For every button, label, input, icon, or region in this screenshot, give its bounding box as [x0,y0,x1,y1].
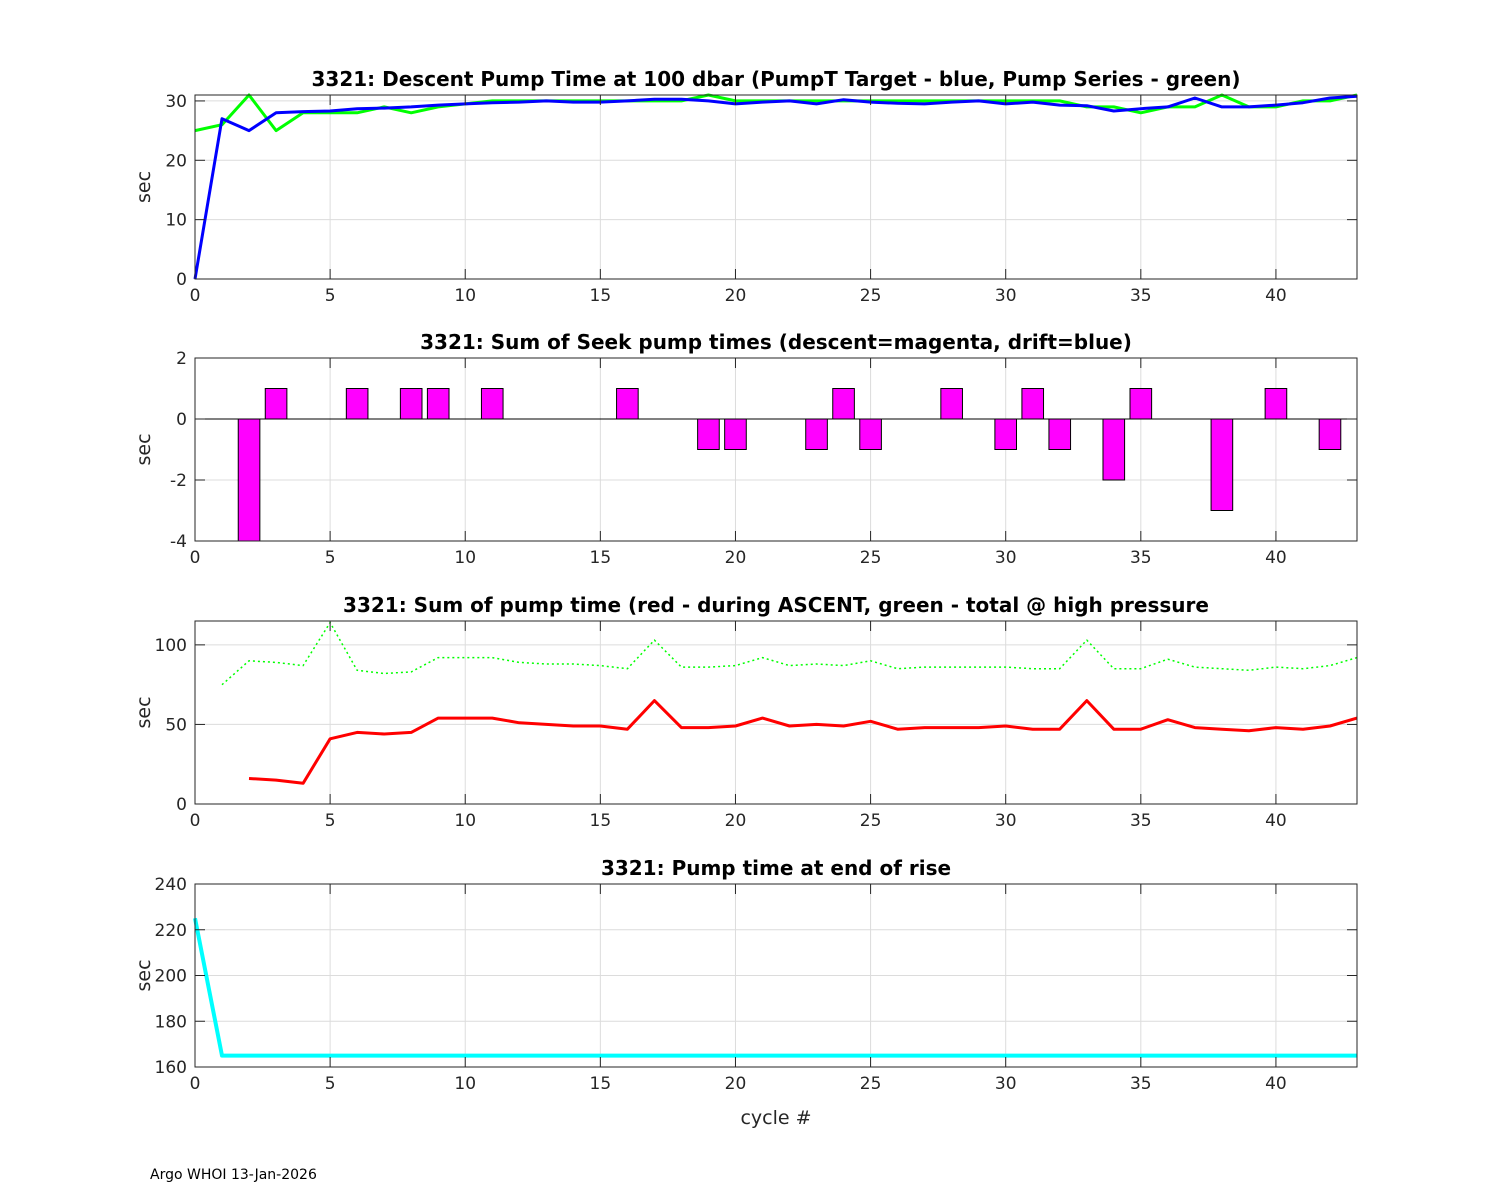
y-tick-label: 240 [155,875,187,895]
bar [724,418,747,450]
subplot-title: 3321: Sum of pump time (red - during ASC… [343,593,1209,617]
x-tick-label: 30 [995,811,1017,831]
x-tick-label: 35 [1130,548,1152,568]
bar [1129,388,1153,420]
x-tick-label: 30 [995,1074,1017,1094]
y-axis-label: sec [133,433,155,465]
x-tick-label: 30 [995,548,1017,568]
x-tick-label: 15 [590,548,612,568]
x-tick-label: 40 [1265,286,1287,306]
x-axis-label: cycle # [740,1107,811,1129]
x-tick-label: 5 [325,548,336,568]
subplot-title: 3321: Sum of Seek pump times (descent=ma… [420,330,1132,354]
x-tick-label: 30 [995,286,1017,306]
bar [832,388,855,420]
y-tick-label: 220 [155,921,187,941]
x-tick-label: 40 [1265,811,1287,831]
x-tick-label: 10 [454,548,476,568]
x-tick-label: 5 [325,286,336,306]
x-tick-label: 35 [1130,811,1152,831]
x-tick-label: 0 [190,548,201,568]
bar [940,388,963,420]
y-tick-label: -2 [170,471,187,491]
bar [1021,388,1045,420]
x-tick-label: 25 [860,1074,882,1094]
x-tick-label: 20 [725,548,747,568]
footer-text: Argo WHOI 13-Jan-2026 [150,1167,317,1183]
x-tick-label: 15 [590,1074,612,1094]
x-tick-label: 40 [1265,548,1287,568]
subplot-4: 0 5 10 15 20 25 30 35 40 160 180 200 220 240 3321: Pum… [133,856,1358,1129]
subplot-3: 0 5 10 15 20 25 30 35 40 0 50 100 3321: Sum of pump … [133,593,1358,831]
x-tick-label: 5 [325,811,336,831]
series-line-green [221,621,1358,686]
axes-box [194,620,1358,805]
subplot-title: 3321: Pump time at end of rise [601,856,951,880]
bar [345,388,369,420]
plot-area [195,358,1357,541]
y-axis-label: sec [133,959,155,991]
x-tick-label: 25 [860,286,882,306]
x-tick-label: 35 [1130,1074,1152,1094]
x-tick-label: 25 [860,548,882,568]
y-tick-label: 50 [165,715,187,735]
bar [237,418,261,542]
x-tick-label: 15 [590,811,612,831]
x-tick-label: 0 [190,1074,201,1094]
bar [1318,418,1342,450]
bar [805,418,828,450]
y-tick-label: 0 [176,410,187,430]
series-line-red [248,699,1358,785]
x-tick-label: 10 [454,1074,476,1094]
series-line-cyan [193,917,1357,1058]
y-tick-label: 200 [155,967,187,987]
x-tick-label: 20 [725,811,747,831]
x-tick-label: 35 [1130,286,1152,306]
bar [264,388,288,420]
bar [994,418,1018,450]
subplot-2: 0 5 10 15 20 25 30 35 40 -4 -2 0 2 3321: Sum of Seek … [133,330,1358,568]
y-tick-label: 0 [176,270,187,290]
bar [399,388,423,420]
series-line-blue [193,94,1358,280]
bar [1102,418,1126,481]
y-tick-label: -4 [170,532,187,552]
y-tick-label: 20 [165,151,187,171]
y-axis-label: sec [133,171,155,203]
x-tick-label: 10 [454,286,476,306]
y-tick-label: 10 [165,211,187,231]
plot-area [195,95,1357,279]
x-tick-label: 5 [325,1074,336,1094]
bar [859,418,882,450]
bar [426,388,450,420]
x-tick-label: 0 [190,811,201,831]
axes-box [194,357,1358,542]
y-tick-label: 0 [176,795,187,815]
x-tick-label: 20 [725,1074,747,1094]
bar [480,388,504,420]
y-tick-label: 100 [155,636,187,656]
subplot-title: 3321: Descent Pump Time at 100 dbar (Pum… [312,67,1241,91]
axes-box [194,94,1358,280]
bar [1048,418,1072,450]
bar [616,388,639,420]
x-tick-label: 20 [725,286,747,306]
x-tick-label: 40 [1265,1074,1287,1094]
subplot-1: 0 5 10 15 20 25 30 35 40 0 10 20 30 3321: Descent Pum… [133,67,1358,306]
bar [697,418,720,450]
y-tick-label: 160 [155,1058,187,1078]
x-tick-label: 25 [860,811,882,831]
x-tick-label: 15 [590,286,612,306]
y-tick-label: 180 [155,1012,187,1032]
y-tick-label: 30 [165,92,187,112]
y-axis-label: sec [133,696,155,728]
x-tick-label: 0 [190,286,201,306]
bar [1264,388,1288,420]
plot-area [195,621,1357,804]
y-tick-label: 2 [176,349,187,369]
x-tick-label: 10 [454,811,476,831]
bar [1210,418,1234,511]
